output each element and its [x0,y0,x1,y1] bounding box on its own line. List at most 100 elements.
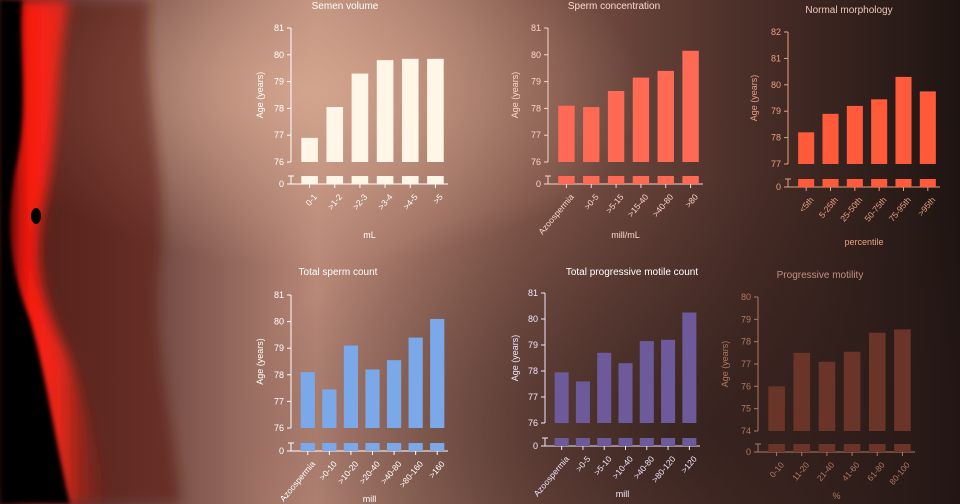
bar-stub-2 [343,443,359,451]
bar-stub-5 [661,438,676,446]
y-tick-label: 79 [741,314,751,324]
category-label: Azoospermia [536,192,576,237]
bar-stub-2 [597,438,612,446]
bar-stub-5 [894,444,911,452]
bar-stub-3 [376,176,394,184]
y-axis-label: Age (years) [255,338,265,385]
category-label: >160 [427,459,447,480]
bar-3 [843,351,861,431]
bar-3 [632,77,650,162]
bar-2 [597,352,612,423]
category-label: >0-5 [582,192,601,212]
bar-stub-0 [300,443,315,451]
chart-title: Total sperm count [299,267,378,278]
category-label: >95th [916,195,938,218]
category-label: >5-15 [604,192,626,215]
y-tick-label: 0 [279,179,284,189]
bar-3 [618,363,633,423]
bar-stub-0 [768,444,785,452]
y-tick-label: 81 [528,288,538,298]
y-tick-label: 78 [531,103,541,113]
category-label: <5th [797,195,816,214]
bar-6 [430,318,445,428]
y-tick-label: 76 [531,157,541,167]
bar-3 [871,99,888,164]
category-label: >10-20 [336,459,361,486]
bar-stub-2 [351,176,369,184]
bar-3 [365,369,380,428]
x-axis-label: mill [363,494,377,504]
bar-stub-3 [632,176,650,184]
y-axis-label: Age (years) [510,335,520,382]
bar-0 [554,372,569,423]
bar-stub-1 [575,438,590,446]
bar-1 [793,352,811,431]
y-tick-label: 76 [274,423,284,433]
bar-4 [639,341,654,423]
bar-2 [607,90,625,162]
bar-4 [895,76,912,164]
bar-stub-3 [871,179,888,187]
category-label: 80-100 [887,460,912,487]
category-label: >0-5 [574,454,593,474]
category-label: >3-4 [376,192,395,212]
category-label: >80 [683,192,700,210]
bar-2 [343,345,359,428]
y-tick-label: 80 [274,50,284,60]
bar-stub-1 [793,444,811,452]
bar-1 [326,107,344,162]
category-label: >80-160 [397,459,425,490]
category-label: >4-5 [401,192,420,212]
y-tick-label: 0 [776,182,781,192]
y-tick-label: 77 [531,130,541,140]
category-label: Azoospermia [532,454,572,499]
y-tick-label: 79 [771,106,781,116]
category-label: 61-80 [865,460,887,483]
bar-6 [682,312,697,423]
y-tick-label: 76 [741,381,751,391]
bar-stub-6 [430,443,445,451]
category-label: >40-80 [650,192,675,219]
bar-0 [768,386,785,431]
category-label: 25-50th [838,195,864,224]
y-tick-label: 80 [528,314,538,324]
chart-title: Semen volume [312,1,379,12]
y-tick-label: 0 [279,446,284,456]
bar-stub-5 [919,179,936,187]
y-tick-label: 76 [274,157,284,167]
bar-stub-2 [607,176,625,184]
y-tick-label: 77 [274,130,284,140]
bar-5 [919,91,936,164]
y-tick-label: 79 [531,77,541,87]
y-tick-label: 74 [741,426,751,436]
y-tick-label: 77 [741,359,751,369]
bar-stub-3 [365,443,380,451]
category-label: 75-95th [887,195,913,224]
category-label: >15-40 [626,192,651,219]
chart-4: Total progressive motile count 81 80 79 78 77… [510,267,700,499]
bar-stub-2 [818,444,836,452]
y-tick-label: 80 [771,80,781,90]
bar-stub-4 [657,176,674,184]
bar-2 [351,73,369,162]
category-label: 11-20 [790,460,811,483]
y-tick-label: 0 [533,441,538,451]
bar-3 [376,60,394,162]
bar-5 [427,58,444,162]
y-tick-label: 82 [771,27,781,37]
bar-stub-0 [798,179,815,187]
bar-stub-4 [895,179,912,187]
chart-title: Normal morphology [805,5,892,16]
chart-5: Progressive motility 80 79 78 77 76 75 74 0 Age (… [720,270,915,501]
bar-0 [558,105,575,162]
chart-title: Sperm concentration [568,1,660,12]
x-axis-label: mill [616,489,630,499]
bar-1 [575,381,590,423]
y-tick-label: 77 [274,396,284,406]
category-label: >120 [679,454,699,475]
y-tick-label: 80 [741,292,751,302]
category-label: >5 [431,192,445,206]
bar-0 [300,372,315,428]
y-axis-label: Age (years) [749,75,759,122]
